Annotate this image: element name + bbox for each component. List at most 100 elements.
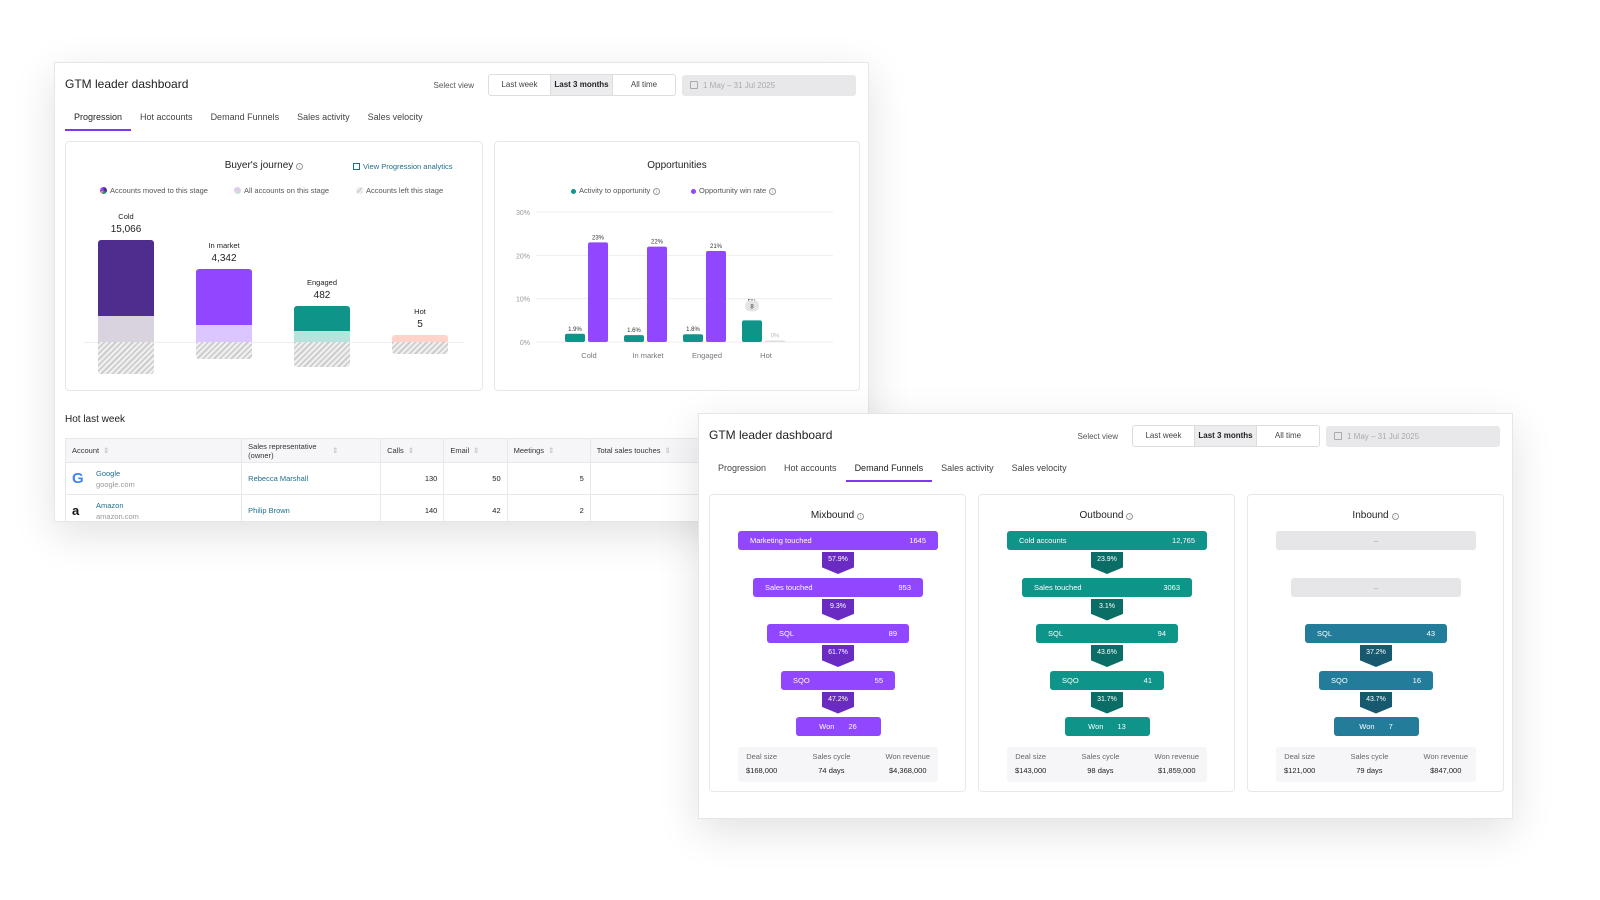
buyers-journey-title-text: Buyer's journey bbox=[224, 160, 294, 171]
stage-cold-moved-bar[interactable] bbox=[98, 240, 154, 316]
tab-hot-accounts[interactable]: Hot accounts bbox=[140, 112, 193, 122]
data-label: 23% bbox=[592, 235, 605, 241]
tab-progression[interactable]: Progression bbox=[65, 108, 132, 131]
funnel-stage-sql[interactable]: SQL 89 bbox=[767, 624, 909, 643]
date-range-field[interactable]: 1 May – 31 Jul 2025 bbox=[1326, 425, 1500, 447]
sort-icon[interactable]: ⇕ bbox=[473, 446, 480, 456]
stage-engaged-moved-bar[interactable] bbox=[294, 306, 350, 331]
funnel-stage-sales-touched[interactable]: Sales touched 953 bbox=[753, 577, 923, 597]
funnel-title: Outbound i bbox=[979, 510, 1234, 521]
legend-moved-swatch bbox=[100, 187, 107, 194]
stage-cold-all-bar[interactable] bbox=[98, 316, 154, 342]
sort-icon[interactable]: ⇕ bbox=[664, 446, 671, 456]
stage-engaged-all-bar[interactable] bbox=[294, 331, 350, 342]
info-icon[interactable]: i bbox=[296, 163, 304, 170]
column-header-calls[interactable]: Calls ⇕ bbox=[380, 438, 445, 463]
view-all-time-button[interactable]: All time bbox=[1274, 431, 1302, 440]
info-icon[interactable]: i bbox=[769, 188, 777, 195]
info-icon[interactable]: i bbox=[857, 513, 865, 520]
conversion-rate-badge: 61.7% bbox=[822, 645, 854, 667]
view-segmented-control: Last week Last 3 months All time bbox=[1132, 425, 1320, 447]
funnel-stage-won[interactable]: Won 7 bbox=[1333, 717, 1419, 736]
info-icon[interactable]: i bbox=[1126, 513, 1134, 520]
tab-sales-velocity[interactable]: Sales velocity bbox=[367, 112, 423, 122]
column-label: Calls bbox=[387, 446, 404, 456]
column-header-sales-representative-owner[interactable]: Sales representative (owner) ⇕ bbox=[241, 438, 382, 463]
dashboard-title: GTM leader dashboard bbox=[709, 428, 833, 442]
info-icon[interactable]: i bbox=[653, 188, 661, 195]
stat-value: $847,000 bbox=[1430, 766, 1462, 775]
tab-sales-velocity[interactable]: Sales velocity bbox=[1011, 463, 1067, 473]
view-last-3-months-button[interactable]: Last 3 months bbox=[1195, 426, 1257, 446]
stage-hot-all-bar[interactable] bbox=[392, 335, 448, 342]
tab-sales-activity[interactable]: Sales activity bbox=[297, 112, 350, 122]
stage-label: SQO bbox=[1331, 675, 1348, 685]
stat-value: $143,000 bbox=[1015, 766, 1047, 775]
stage-value: 41 bbox=[1143, 675, 1152, 685]
stat-label: Won revenue bbox=[1154, 752, 1199, 761]
column-header-meetings[interactable]: Meetings ⇕ bbox=[506, 438, 591, 463]
view-last-week-button[interactable]: Last week bbox=[1133, 426, 1195, 446]
account-name-link[interactable]: Amazon bbox=[96, 500, 124, 510]
funnel-title-text: Inbound bbox=[1352, 510, 1389, 521]
calls-cell: 140 bbox=[380, 494, 445, 521]
view-all-time-button[interactable]: All time bbox=[630, 80, 658, 89]
sort-icon[interactable]: ⇕ bbox=[548, 446, 555, 456]
funnel-stage-sql[interactable]: SQL 43 bbox=[1305, 624, 1447, 643]
legend-all-label: All accounts on this stage bbox=[244, 186, 330, 195]
stage-in-market-all-bar[interactable] bbox=[196, 325, 252, 342]
funnel-stage-marketing-touched[interactable]: Marketing touched 1645 bbox=[738, 531, 938, 550]
account-name-link[interactable]: Google bbox=[96, 468, 121, 478]
funnel-stage-cold-accounts[interactable]: Cold accounts 12,765 bbox=[1007, 531, 1207, 550]
info-icon[interactable]: i bbox=[1391, 513, 1399, 520]
tab-sales-activity[interactable]: Sales activity bbox=[941, 463, 994, 473]
legend-activity-swatch bbox=[571, 189, 576, 194]
tab-progression[interactable]: Progression bbox=[718, 463, 767, 473]
sort-icon[interactable]: ⇕ bbox=[332, 446, 339, 455]
sales-rep-link[interactable]: Philip Brown bbox=[241, 494, 382, 521]
stage-engaged-left-bar[interactable] bbox=[294, 342, 350, 367]
bar-activity-to-opportunity-engaged bbox=[683, 334, 703, 342]
dashboard-funnels-window: GTM leader dashboard Select view Last we… bbox=[698, 413, 1513, 819]
funnel-stage-[interactable]: – bbox=[1276, 531, 1476, 550]
funnel-stage-sales-touched[interactable]: Sales touched 3063 bbox=[1022, 577, 1192, 597]
sort-icon[interactable]: ⇕ bbox=[407, 446, 415, 456]
stage-in-market-moved-bar[interactable] bbox=[196, 269, 252, 325]
stat-label: Won revenue bbox=[885, 752, 930, 761]
sales-rep-link[interactable]: Rebecca Marshall bbox=[241, 462, 382, 495]
stage-value: 94 bbox=[1157, 629, 1166, 638]
stage-label: SQO bbox=[1062, 675, 1079, 685]
view-last-week-button[interactable]: Last week bbox=[489, 75, 551, 95]
sort-icon[interactable]: ⇕ bbox=[103, 446, 110, 456]
dashboard-title: GTM leader dashboard bbox=[65, 77, 189, 91]
funnel-stage-won[interactable]: Won 13 bbox=[1064, 717, 1150, 736]
funnel-stage-sqo[interactable]: SQO 41 bbox=[1050, 670, 1164, 690]
legend-moved-label: Accounts moved to this stage bbox=[110, 186, 208, 195]
account-cell: G Google google.com bbox=[64, 462, 243, 495]
stat-value: $168,000 bbox=[746, 766, 778, 775]
tab-hot-accounts[interactable]: Hot accounts bbox=[784, 463, 837, 473]
data-label: 1.9% bbox=[568, 327, 582, 333]
data-label: 1.6% bbox=[627, 328, 641, 334]
view-progression-analytics-link[interactable]: View Progression analytics bbox=[353, 162, 453, 171]
legend-left-label: Accounts left this stage bbox=[366, 186, 444, 195]
column-header-email[interactable]: Email ⇕ bbox=[443, 438, 508, 463]
stage-in-market-left-bar[interactable] bbox=[196, 342, 252, 359]
stage-hot-left-bar[interactable] bbox=[392, 342, 448, 354]
date-range-field[interactable]: 1 May – 31 Jul 2025 bbox=[682, 74, 856, 96]
funnel-stage-sql[interactable]: SQL 94 bbox=[1036, 624, 1178, 643]
legend-all-swatch bbox=[234, 187, 241, 194]
stage-cold-left-bar[interactable] bbox=[98, 342, 154, 374]
column-header-account[interactable]: Account ⇕ bbox=[64, 438, 243, 463]
funnel-stage-[interactable]: – bbox=[1291, 577, 1461, 597]
stage-label: Won bbox=[1359, 722, 1375, 731]
tab-demand-funnels[interactable]: Demand Funnels bbox=[210, 112, 280, 122]
stage-value: 1645 bbox=[909, 536, 926, 545]
funnel-stage-sqo[interactable]: SQO 55 bbox=[781, 670, 895, 690]
view-last-3-months-button[interactable]: Last 3 months bbox=[551, 75, 613, 95]
funnel-stage-sqo[interactable]: SQO 16 bbox=[1319, 670, 1433, 690]
funnel-stage-won[interactable]: Won 26 bbox=[795, 717, 881, 736]
tab-demand-funnels[interactable]: Demand Funnels bbox=[845, 459, 933, 482]
tab-bar: Progression Hot accounts Demand Funnels Sal… bbox=[65, 108, 432, 131]
view-selector: Select view Last week Last 3 months All ti… bbox=[1078, 425, 1500, 447]
